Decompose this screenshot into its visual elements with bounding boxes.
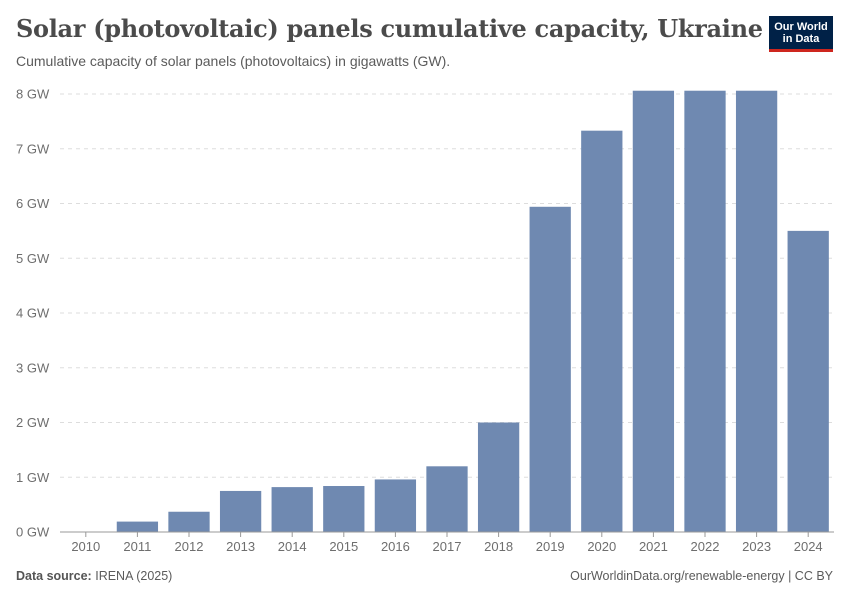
y-tick-label: 5 GW bbox=[16, 251, 50, 266]
x-tick-label: 2010 bbox=[71, 539, 100, 554]
x-tick-label: 2012 bbox=[175, 539, 204, 554]
bar bbox=[581, 130, 623, 532]
y-tick-label: 6 GW bbox=[16, 196, 50, 211]
source-url[interactable]: OurWorldinData.org/renewable-energy | CC… bbox=[570, 569, 833, 583]
x-tick-label: 2024 bbox=[794, 539, 823, 554]
bar bbox=[529, 206, 571, 532]
bar bbox=[219, 490, 262, 532]
data-source-value[interactable]: IRENA (2025) bbox=[95, 569, 173, 583]
logo-line-2: in Data bbox=[782, 33, 820, 45]
data-source: Data source: IRENA (2025) bbox=[16, 569, 172, 583]
bar bbox=[168, 511, 210, 532]
y-tick-label: 1 GW bbox=[16, 470, 50, 485]
y-tick-label: 3 GW bbox=[16, 360, 50, 375]
x-tick-label: 2016 bbox=[381, 539, 410, 554]
x-tick-label: 2021 bbox=[639, 539, 668, 554]
bar bbox=[477, 422, 520, 532]
bar bbox=[632, 90, 675, 532]
y-tick-label: 2 GW bbox=[16, 415, 50, 430]
bar bbox=[271, 487, 313, 532]
bar bbox=[374, 479, 417, 532]
bar bbox=[323, 486, 365, 532]
x-tick-label: 2015 bbox=[329, 539, 358, 554]
bar bbox=[426, 466, 468, 532]
x-tick-label: 2017 bbox=[433, 539, 462, 554]
x-tick-label: 2023 bbox=[742, 539, 771, 554]
x-tick-label: 2018 bbox=[484, 539, 513, 554]
bar bbox=[787, 230, 829, 532]
x-tick-label: 2019 bbox=[536, 539, 565, 554]
chart-title: Solar (photovoltaic) panels cumulative c… bbox=[16, 14, 763, 43]
owid-logo[interactable]: Our World in Data bbox=[769, 16, 833, 52]
bar bbox=[684, 90, 726, 532]
chart-subtitle: Cumulative capacity of solar panels (pho… bbox=[16, 53, 451, 69]
logo-line-1: Our World bbox=[774, 21, 828, 33]
y-tick-label: 0 GW bbox=[16, 525, 50, 540]
y-tick-label: 4 GW bbox=[16, 306, 50, 321]
data-source-label: Data source: bbox=[16, 569, 92, 583]
x-tick-label: 2014 bbox=[278, 539, 307, 554]
y-tick-label: 7 GW bbox=[16, 141, 50, 156]
bar bbox=[735, 90, 778, 532]
x-tick-label: 2020 bbox=[587, 539, 616, 554]
x-tick-label: 2011 bbox=[123, 539, 151, 554]
bar bbox=[116, 521, 159, 532]
x-tick-label: 2013 bbox=[226, 539, 255, 554]
x-tick-label: 2022 bbox=[691, 539, 720, 554]
y-tick-label: 8 GW bbox=[16, 87, 50, 102]
